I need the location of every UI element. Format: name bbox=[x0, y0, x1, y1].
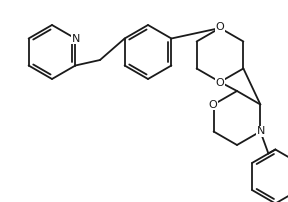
Text: O: O bbox=[216, 78, 224, 88]
Text: O: O bbox=[216, 22, 224, 32]
Text: N: N bbox=[72, 34, 81, 43]
Text: N: N bbox=[257, 126, 266, 137]
Text: O: O bbox=[208, 100, 217, 109]
